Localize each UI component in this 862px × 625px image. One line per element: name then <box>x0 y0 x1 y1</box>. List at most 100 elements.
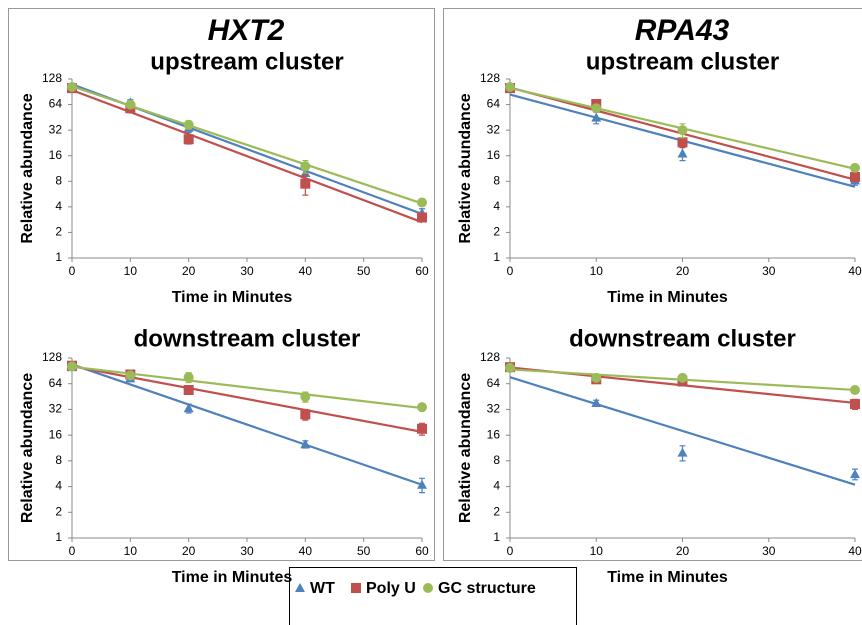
x-tick-label: 50 <box>357 264 371 278</box>
x-axis-label: Time in Minutes <box>172 569 293 586</box>
x-tick-label: 10 <box>124 264 138 278</box>
y-axis-label: Relative abundance <box>19 373 36 523</box>
x-tick-label: 40 <box>848 264 862 278</box>
x-axis-label: Time in Minutes <box>607 289 728 306</box>
marker <box>183 403 194 413</box>
y-tick-label: 16 <box>487 148 501 162</box>
marker <box>505 82 515 93</box>
marker <box>417 402 427 413</box>
trend-line <box>71 365 423 410</box>
x-tick-label: 20 <box>182 264 196 278</box>
y-tick-label: 2 <box>55 225 62 239</box>
y-tick-label: 64 <box>487 376 501 390</box>
panel-frame <box>443 8 862 561</box>
marker <box>591 103 602 114</box>
y-tick-label: 4 <box>493 479 500 493</box>
chart-title: upstream cluster <box>150 48 343 75</box>
y-tick-label: 8 <box>55 173 62 187</box>
y-tick-label: 8 <box>493 173 500 187</box>
marker <box>183 119 194 130</box>
x-tick-label: 0 <box>507 544 514 558</box>
marker <box>125 99 136 110</box>
y-tick-label: 128 <box>480 71 500 85</box>
marker <box>300 178 311 189</box>
chart-title: upstream cluster <box>586 48 779 75</box>
marker <box>850 385 860 396</box>
marker <box>67 82 77 93</box>
legend-marker <box>351 583 361 593</box>
chart-title: downstream cluster <box>134 325 361 352</box>
legend-label: WT <box>310 580 335 597</box>
x-tick-label: 30 <box>240 264 254 278</box>
x-tick-label: 20 <box>676 544 690 558</box>
marker <box>183 372 194 383</box>
marker <box>417 479 427 489</box>
marker <box>677 125 688 136</box>
y-tick-label: 128 <box>42 350 62 364</box>
x-tick-label: 30 <box>240 544 254 558</box>
x-axis-label: Time in Minutes <box>607 569 728 586</box>
y-tick-label: 4 <box>55 199 62 213</box>
marker <box>677 372 688 383</box>
y-tick-label: 1 <box>55 530 62 544</box>
marker <box>300 161 311 172</box>
marker <box>591 398 602 408</box>
marker <box>300 391 311 402</box>
x-tick-label: 40 <box>299 544 313 558</box>
panel-title: HXT2 <box>208 14 285 47</box>
marker <box>300 439 311 449</box>
chart-title: downstream cluster <box>569 325 796 352</box>
y-axis-label: Relative abundance <box>457 373 474 523</box>
x-tick-label: 10 <box>590 544 604 558</box>
x-tick-label: 10 <box>124 544 138 558</box>
y-tick-label: 64 <box>49 97 63 111</box>
marker <box>591 112 602 122</box>
y-tick-label: 1 <box>493 530 500 544</box>
y-tick-label: 32 <box>487 122 501 136</box>
panel-frame <box>8 8 435 561</box>
x-tick-label: 0 <box>69 544 76 558</box>
marker <box>125 370 136 381</box>
marker <box>677 447 688 457</box>
x-tick-label: 60 <box>415 544 429 558</box>
marker <box>417 197 427 208</box>
y-tick-label: 1 <box>55 250 62 264</box>
y-tick-label: 64 <box>487 97 501 111</box>
trend-line <box>509 376 856 486</box>
trend-line <box>71 85 423 205</box>
y-tick-label: 2 <box>493 225 500 239</box>
y-tick-label: 16 <box>49 427 63 441</box>
y-tick-label: 16 <box>49 148 63 162</box>
x-tick-label: 20 <box>676 264 690 278</box>
x-tick-label: 10 <box>590 264 604 278</box>
x-tick-label: 40 <box>299 264 313 278</box>
panel-title: RPA43 <box>635 14 730 47</box>
y-tick-label: 4 <box>493 199 500 213</box>
x-tick-label: 60 <box>415 264 429 278</box>
y-tick-label: 32 <box>49 122 63 136</box>
y-tick-label: 32 <box>49 402 63 416</box>
y-tick-label: 8 <box>55 453 62 467</box>
x-tick-label: 0 <box>69 264 76 278</box>
marker <box>850 399 860 410</box>
trend-line <box>71 363 423 486</box>
legend-frame <box>289 567 577 625</box>
marker <box>850 162 860 173</box>
marker <box>850 469 860 479</box>
y-tick-label: 16 <box>487 427 501 441</box>
marker <box>417 212 427 223</box>
y-tick-label: 64 <box>49 376 63 390</box>
y-tick-label: 32 <box>487 402 501 416</box>
marker <box>591 372 602 383</box>
x-tick-label: 0 <box>507 264 514 278</box>
legend-label: GC structure <box>438 580 536 597</box>
marker <box>677 137 688 148</box>
marker <box>67 361 77 372</box>
y-tick-label: 8 <box>493 453 500 467</box>
x-tick-label: 30 <box>762 264 776 278</box>
marker <box>677 148 688 158</box>
marker <box>183 385 194 396</box>
y-tick-label: 2 <box>493 504 500 518</box>
legend-label: Poly U <box>366 580 416 597</box>
